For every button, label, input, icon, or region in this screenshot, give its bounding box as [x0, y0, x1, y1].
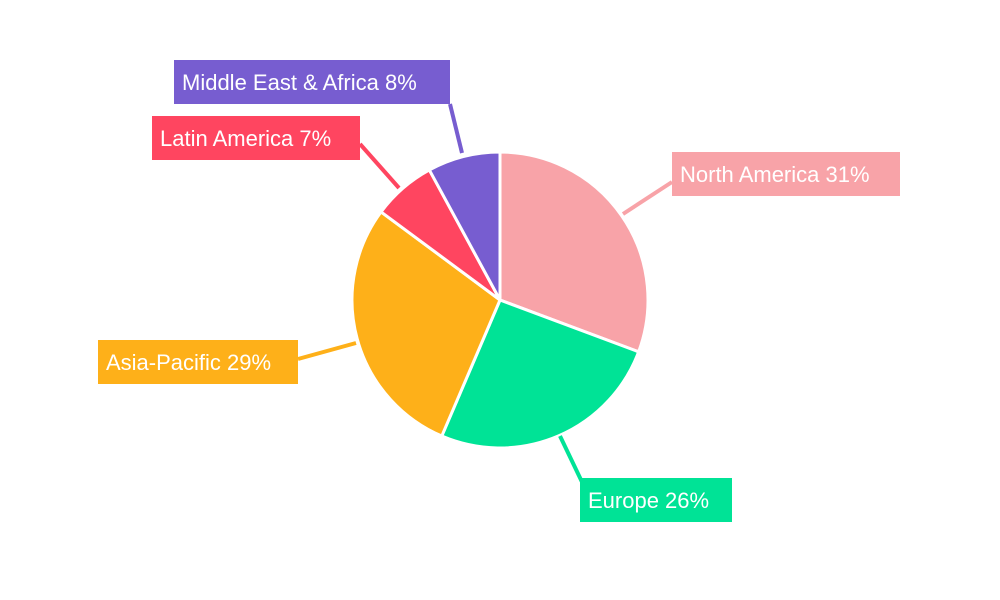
slice-label-europe: Europe 26% [580, 478, 732, 522]
label-text: Europe 26% [588, 488, 709, 513]
leader-line-north-america [621, 180, 674, 216]
slice-label-middle-east-africa: Middle East & Africa 8% [174, 60, 450, 104]
leader-line-middle-east-africa [448, 103, 464, 154]
label-box [152, 116, 360, 160]
label-text: North America 31% [680, 162, 870, 187]
leader-line-asia-pacific [297, 341, 357, 361]
label-box [672, 152, 900, 196]
slice-label-asia-pacific: Asia-Pacific 29% [98, 340, 298, 384]
label-text: Middle East & Africa 8% [182, 70, 417, 95]
label-text: Asia-Pacific 29% [106, 350, 271, 375]
leader-lines [297, 103, 674, 483]
pie-slice-europe[interactable] [440, 298, 641, 450]
slice-label-latin-america: Latin America 7% [152, 116, 360, 160]
pie-slice-asia-pacific[interactable] [350, 210, 502, 438]
label-box [98, 340, 298, 384]
label-text: Latin America 7% [160, 126, 331, 151]
leader-line-europe [558, 435, 584, 483]
pie-slices [350, 150, 650, 450]
label-box [580, 478, 732, 522]
slice-labels: North America 31% Europe 26% Asia-Pacific … [98, 60, 900, 522]
label-box [174, 60, 450, 104]
leader-line-latin-america [358, 142, 401, 190]
pie-slice-north-america[interactable] [498, 150, 650, 354]
slice-label-north-america: North America 31% [672, 152, 900, 196]
pie-slice-middle-east-africa[interactable] [427, 150, 502, 302]
